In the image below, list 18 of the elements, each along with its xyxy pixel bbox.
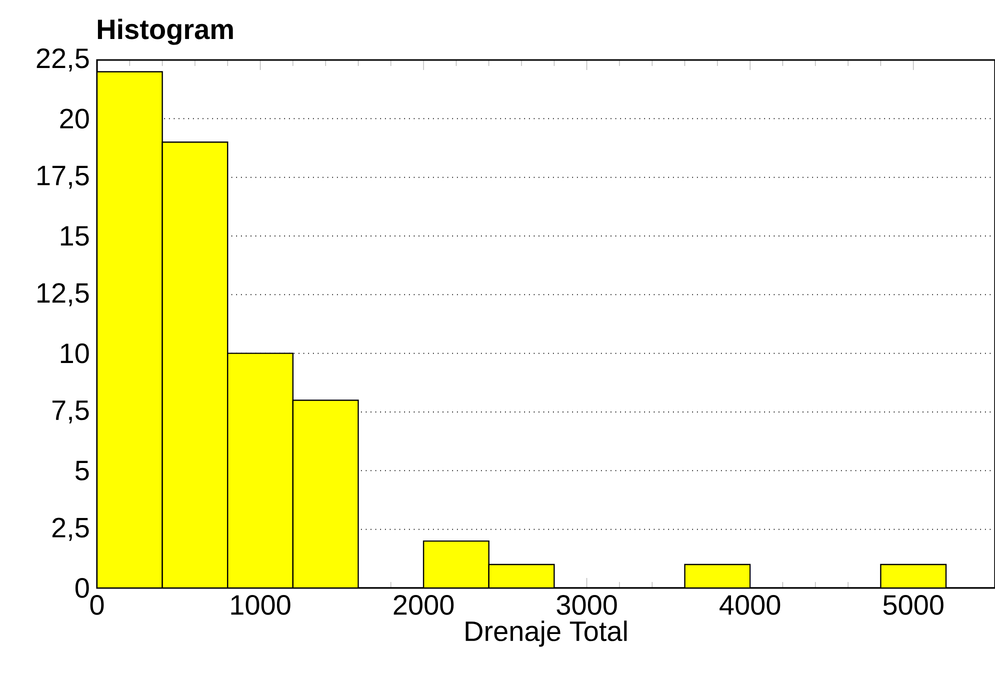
x-tick-label: 4000 (720, 595, 780, 615)
x-tick-label: 1000 (231, 595, 290, 615)
y-tick-label: 2,5 (52, 518, 89, 541)
x-tick-label: 2000 (394, 595, 454, 615)
y-tick-label: 7,5 (52, 400, 89, 424)
y-tick-label: 22,5 (36, 48, 89, 72)
y-tick-label: 20 (60, 108, 89, 129)
y-tick-label: 5 (75, 460, 89, 480)
y-tick-label: 15 (60, 226, 89, 246)
y-tick-label: 17,5 (38, 166, 89, 189)
y-tick-label: 0 (75, 578, 89, 598)
x-tick-label: 3000 (556, 595, 617, 615)
x-tick-label: 5000 (883, 595, 944, 615)
x-axis-title: Drenaje Total (466, 620, 627, 647)
x-tick-label: 0 (90, 595, 104, 615)
chart-title: Histogram (98, 18, 233, 45)
y-tick-label: 12,5 (38, 283, 89, 306)
y-tick-label: 10 (60, 343, 89, 364)
